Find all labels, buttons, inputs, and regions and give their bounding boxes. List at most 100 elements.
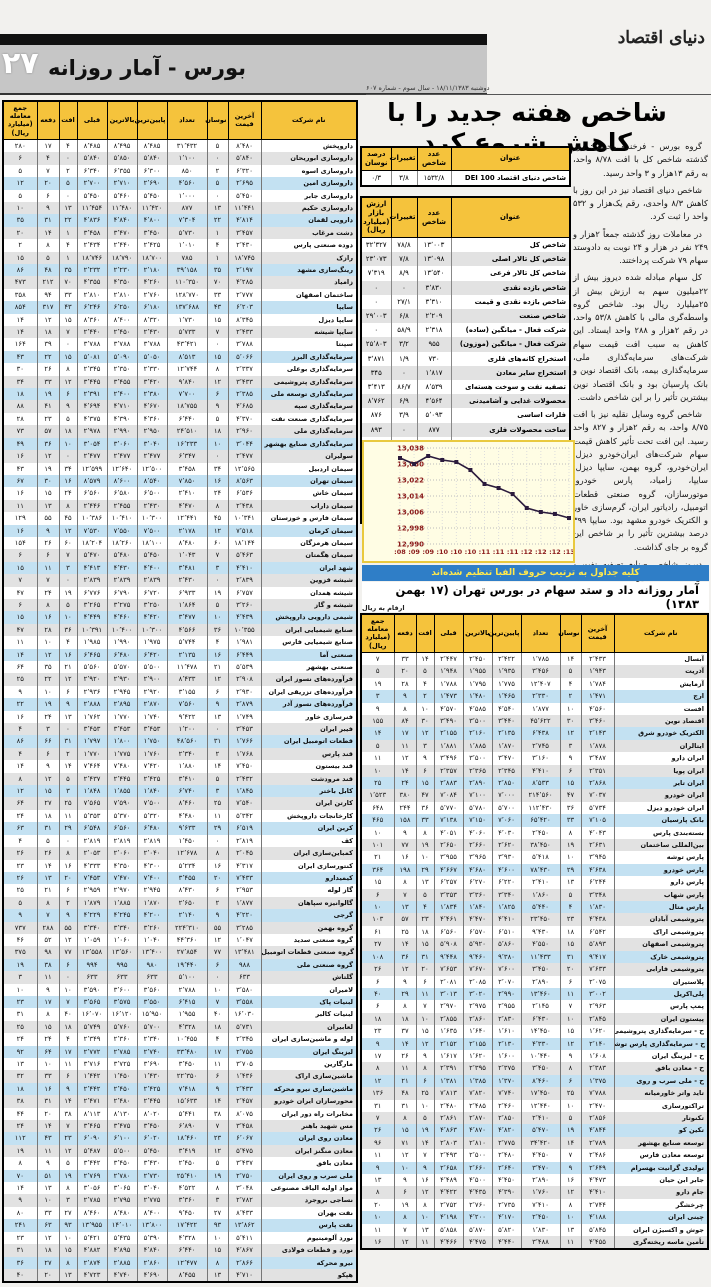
- value-cell: ۳٬۷۲۵: [106, 1058, 138, 1071]
- value-cell: ۶٬۴۸۰: [136, 822, 168, 835]
- value-cell: ۱۱: [58, 809, 78, 823]
- value-cell: ۱٬۷۶۸: [227, 747, 262, 761]
- value-cell: ۹۸: [36, 946, 60, 959]
- value-cell: ۹: [206, 698, 229, 711]
- value-cell: ۱٬۸۱۷: [416, 365, 452, 381]
- value-cell: ۴٬۶۶۷: [433, 863, 464, 877]
- value-cell: ۱٬۹۹۰: [106, 636, 138, 649]
- value-cell: ۶٬۳۴۷: [166, 450, 208, 463]
- value-cell: ۲٬۴۲۵: [136, 772, 168, 786]
- value-cell: ۱۸: [36, 326, 60, 339]
- value-cell: ۶٬۲۵۷: [433, 876, 464, 889]
- value-cell: ۴٬۶۹۴: [76, 400, 108, 413]
- value-cell: ۴٬۴۵۰: [520, 1149, 561, 1162]
- value-cell: ۲٬۷۶۰: [462, 1198, 493, 1212]
- table-row: ساخت محصولات فلزی ۸۷۷ ۰ ۸۹۳: [360, 422, 571, 437]
- value-cell: ۹۳: [206, 1219, 229, 1232]
- table-row: صنعتی آما ۶٬۴۴۹ ۱۶ ۲٬۱۳۵ ۶٬۴۲۰ ۶٬۴۸۰ ۶٬۴۶۵ ۱۶ ۱۲…: [2, 648, 358, 661]
- value-cell: ۵۵: [36, 512, 60, 525]
- value-cell: ۴٬۴۶۶: [433, 1236, 464, 1250]
- value-cell: ۴٬۵۶۶: [166, 623, 208, 637]
- value-cell: ۲٬۹۲۰: [76, 673, 108, 686]
- date-line: دوشنبه ۱۸/۱۱/۱۳۸۳ - سال سوم - شماره ۶۰۷: [366, 84, 711, 95]
- value-cell: ۲۴: [2, 1033, 38, 1046]
- value-cell: ۳۸: [2, 1095, 38, 1108]
- value-cell: ۱۴: [415, 1136, 435, 1150]
- table-row: سیمان تهران ۸٬۵۶۳ ۱۶ ۷٬۸۵۰ ۸٬۵۴۰ ۸٬۶۰۰ ۸٬۵۷۹ ۱۶…: [2, 474, 358, 488]
- table-row: شیمی دارویی داروپخش ۴٬۴۳۹ ۱۰ ۳٬۴۷۷ ۴٬۴۲۰ ۴٬۴۶…: [2, 611, 358, 624]
- value-cell: ۱٬۸۶۴: [166, 598, 208, 612]
- value-cell: ۴٬۰۳۰: [491, 826, 522, 840]
- table-row: قند مرودشت ۲٬۴۳۲ ۵ ۳٬۴۱۰ ۲٬۴۲۵ ۲٬۴۴۵ ۲٬۴۳۷ ۵ ۱۲ ۸: [2, 772, 358, 786]
- value-cell: ۴: [2, 747, 38, 761]
- table-row: سیمان فارس و خوزستان ۱۰٬۳۴۱ ۴۵ ۱۲٬۴۴۱ ۱۰٬۳۰۰…: [2, 512, 358, 525]
- value-cell: ۱۹: [36, 698, 60, 711]
- value-cell: ۴٬۴۸۹: [433, 1174, 464, 1187]
- company-name-cell: شاخص بازده نقدی و قیمت: [450, 294, 571, 310]
- value-cell: ۵٬۷۳۳: [166, 326, 208, 339]
- value-cell: ۵٬۴۲۱: [76, 1231, 108, 1245]
- value-cell: ۸٬۱۱۳: [76, 1107, 108, 1121]
- value-cell: ۳٬۷۸۸: [76, 338, 108, 351]
- value-cell: ۵٬۴۱۸: [520, 851, 561, 864]
- column-header: پایین‌ترین: [488, 613, 522, 653]
- value-cell: ۷۳۷: [2, 921, 38, 934]
- value-cell: ۱۱: [360, 1149, 395, 1162]
- value-cell: ۶٬۵۴۲: [580, 925, 615, 939]
- value-cell: ۴٬۲۲۰: [227, 909, 262, 922]
- table-row: شرکت فعال - میانگین (ساده) ۲٬۳۱۸ ۵۸/۹ ۰: [360, 323, 571, 338]
- value-cell: ۳٬۹۳۰: [491, 851, 522, 864]
- value-cell: ۱٬۸۵۵: [106, 785, 138, 798]
- value-cell: ۲٬۴۳۴: [76, 239, 108, 252]
- value-cell: ۳٬۰۴۸: [227, 1182, 262, 1195]
- value-cell: ۷۸۵: [166, 251, 208, 264]
- value-cell: ۲۷: [58, 1206, 78, 1220]
- value-cell: ۸: [206, 499, 229, 513]
- value-cell: ۱٬۹۳۵: [491, 665, 522, 678]
- value-cell: ۲۴: [36, 710, 60, 724]
- value-cell: ۱۷: [36, 995, 60, 1009]
- table-row: تراکتورسازی ۲٬۴۷۰ ۱۰ ۱۲٬۴۴۰ ۲٬۴۶۰ ۲٬۴۸۵ ۲٬۴۸۰ ۱…: [360, 1099, 709, 1112]
- value-cell: ۶٬۰۶۷: [227, 1132, 262, 1145]
- value-cell: ۲٬۴۱۰: [520, 876, 561, 889]
- value-cell: ۱۶: [360, 1236, 395, 1250]
- column-header: پایین‌ترین: [134, 100, 168, 140]
- table-row: سرمایه‌گذاری ملی ۲٬۹۶۰ ۱۸ ۲۴٬۵۱۰ ۲٬۹۵۰ ۲٬۹۹۰ ۲…: [2, 425, 358, 438]
- value-cell: ۳۹: [36, 338, 60, 351]
- value-cell: ۱۹: [206, 1169, 229, 1183]
- value-cell: ۵٬۷۰۰: [136, 1020, 168, 1034]
- table-row: افست ۴٬۵۶۰ ۱۰ ۱٬۸۷۷ ۴٬۵۴۰ ۴٬۵۸۵ ۴٬۵۷۰ ۱۰ ۸ ۹: [360, 702, 709, 715]
- value-cell: ۵٬۸۹۳: [580, 938, 615, 951]
- value-cell: ۳٬۰۶۰: [106, 437, 138, 451]
- table-row: شرکت فعال - میانگین (موزون) ۹۵۵ ۳/۲ ۲۵٬۸۰۳: [360, 337, 571, 352]
- value-cell: ۵: [206, 177, 229, 190]
- value-cell: ۴٬۵۰۰: [462, 1174, 493, 1187]
- value-cell: ۵٬۸۶۰: [491, 938, 522, 951]
- value-cell: ۲٬۹۳۰: [106, 673, 138, 686]
- value-cell: ۲۹: [206, 822, 229, 835]
- value-cell: ۲٬۸۳۰: [491, 1012, 522, 1026]
- value-cell: ۱۶: [58, 648, 78, 661]
- company-name-cell: ایران دارو: [613, 752, 709, 765]
- value-cell: ۳۳: [36, 1206, 60, 1220]
- value-cell: ۷: [206, 995, 229, 1009]
- value-cell: ۱۱: [559, 987, 582, 1001]
- table-row: کیمیدارو ۷٬۴۳۳ ۲۰ ۳٬۴۵۵ ۷٬۴۰۰ ۷٬۴۷۰ ۷٬۴۵۳ ۲۰ ۱۳ ۲…: [2, 871, 358, 885]
- value-cell: ۳٬۴۱۰: [166, 772, 208, 786]
- table-row: ماشین‌سازی نیرو محرکه ۲٬۴۳۳ ۹ ۷٬۴۱۸ ۲٬۴۲۵ ۲٬۴…: [2, 1082, 358, 1096]
- value-cell: ۷: [559, 1000, 582, 1013]
- value-cell: ۴٬۳۳۰: [520, 1037, 561, 1050]
- value-cell: ۸: [559, 1062, 582, 1075]
- value-cell: ۱۲: [559, 1186, 582, 1199]
- value-cell: ۱۴: [393, 764, 417, 777]
- value-cell: ۶: [206, 958, 229, 972]
- table-row: لیزینگ ایران ۲٬۷۵۵ ۱۷ ۳۳٬۴۸۰ ۲٬۷۴۰ ۲٬۷۸۵ ۲٬۷۷۲…: [2, 1045, 358, 1058]
- table-row: لعابیران ۵٬۷۳۱ ۱۸ ۴٬۳۲۸ ۵٬۷۰۰ ۵٬۷۶۰ ۵٬۷۴۹ ۱۸ ۱۵ ۲…: [2, 1020, 358, 1034]
- company-name-cell: ح - سرمایه‌گذاری پتروشیمی: [613, 1025, 709, 1038]
- value-cell: ۴۵: [58, 512, 78, 525]
- value-cell: ۲۳: [2, 859, 38, 872]
- value-cell: ۲٬۱۴۰: [580, 1037, 615, 1050]
- data-point-marker: [426, 454, 431, 458]
- value-cell: ۳۸۰: [393, 789, 417, 802]
- value-cell: ۲٬۴۴۵: [106, 772, 138, 786]
